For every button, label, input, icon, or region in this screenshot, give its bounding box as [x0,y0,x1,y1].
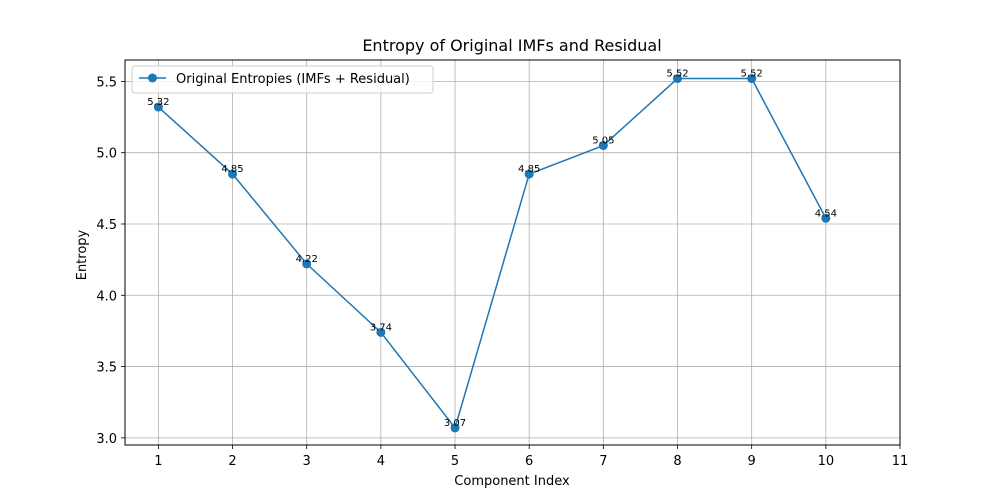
data-point [524,169,534,179]
x-tick-label: 4 [377,454,385,469]
data-label: 4.54 [815,208,837,219]
y-tick-label: 3.5 [96,361,117,376]
data-label: 4.85 [221,164,243,175]
data-label: 5.05 [592,136,614,147]
x-tick-label: 9 [748,454,756,469]
data-label: 5.52 [666,69,688,80]
data-point [598,141,608,151]
x-tick-label: 6 [525,454,533,469]
y-axis-ticks: 3.0 3.5 4.0 4.5 5.0 5.5 [96,75,125,447]
x-tick-label: 2 [228,454,236,469]
data-point [747,74,757,84]
y-axis-title: Entropy [75,229,90,280]
data-label: 5.32 [147,97,169,108]
x-tick-label: 7 [599,454,607,469]
data-label: 5.52 [741,69,763,80]
data-label: 4.85 [518,164,540,175]
legend-entry: Original Entropies (IMFs + Residual) [176,72,410,87]
y-tick-label: 4.0 [96,289,117,304]
data-point [376,327,386,337]
data-label: 3.74 [370,322,392,333]
series-line [157,77,827,430]
y-tick-label: 5.0 [96,147,117,162]
x-tick-label: 5 [451,454,459,469]
x-tick-label: 3 [303,454,311,469]
x-tick-label: 11 [892,454,909,469]
plot-area-frame [124,59,901,446]
legend-marker-swatch [148,73,157,83]
x-axis-title: Component Index [454,474,570,489]
y-tick-label: 3.0 [96,432,117,447]
legend-box [131,65,434,94]
data-point [821,213,831,223]
chart-title: Entropy of Original IMFs and Residual [362,36,661,55]
x-axis-ticks: 1 2 3 4 5 6 7 8 9 10 11 [154,445,908,469]
x-tick-label: 8 [673,454,681,469]
x-tick-label: 10 [818,454,835,469]
data-label: 3.07 [444,418,466,429]
data-label: 4.22 [296,254,318,265]
data-point [228,169,238,179]
data-point [673,74,683,84]
data-point [302,259,312,269]
y-tick-label: 5.5 [96,75,117,90]
y-tick-label: 4.5 [96,218,117,233]
data-point [153,102,163,112]
grid [125,60,901,445]
series-layer: 5.32 4.85 4.22 3.74 3.07 4.85 5.05 5.52 5.52 4.54 [147,69,837,433]
x-tick-label: 1 [154,454,162,469]
data-point [450,423,460,433]
legend: Original Entropies (IMFs + Residual) [131,65,434,94]
